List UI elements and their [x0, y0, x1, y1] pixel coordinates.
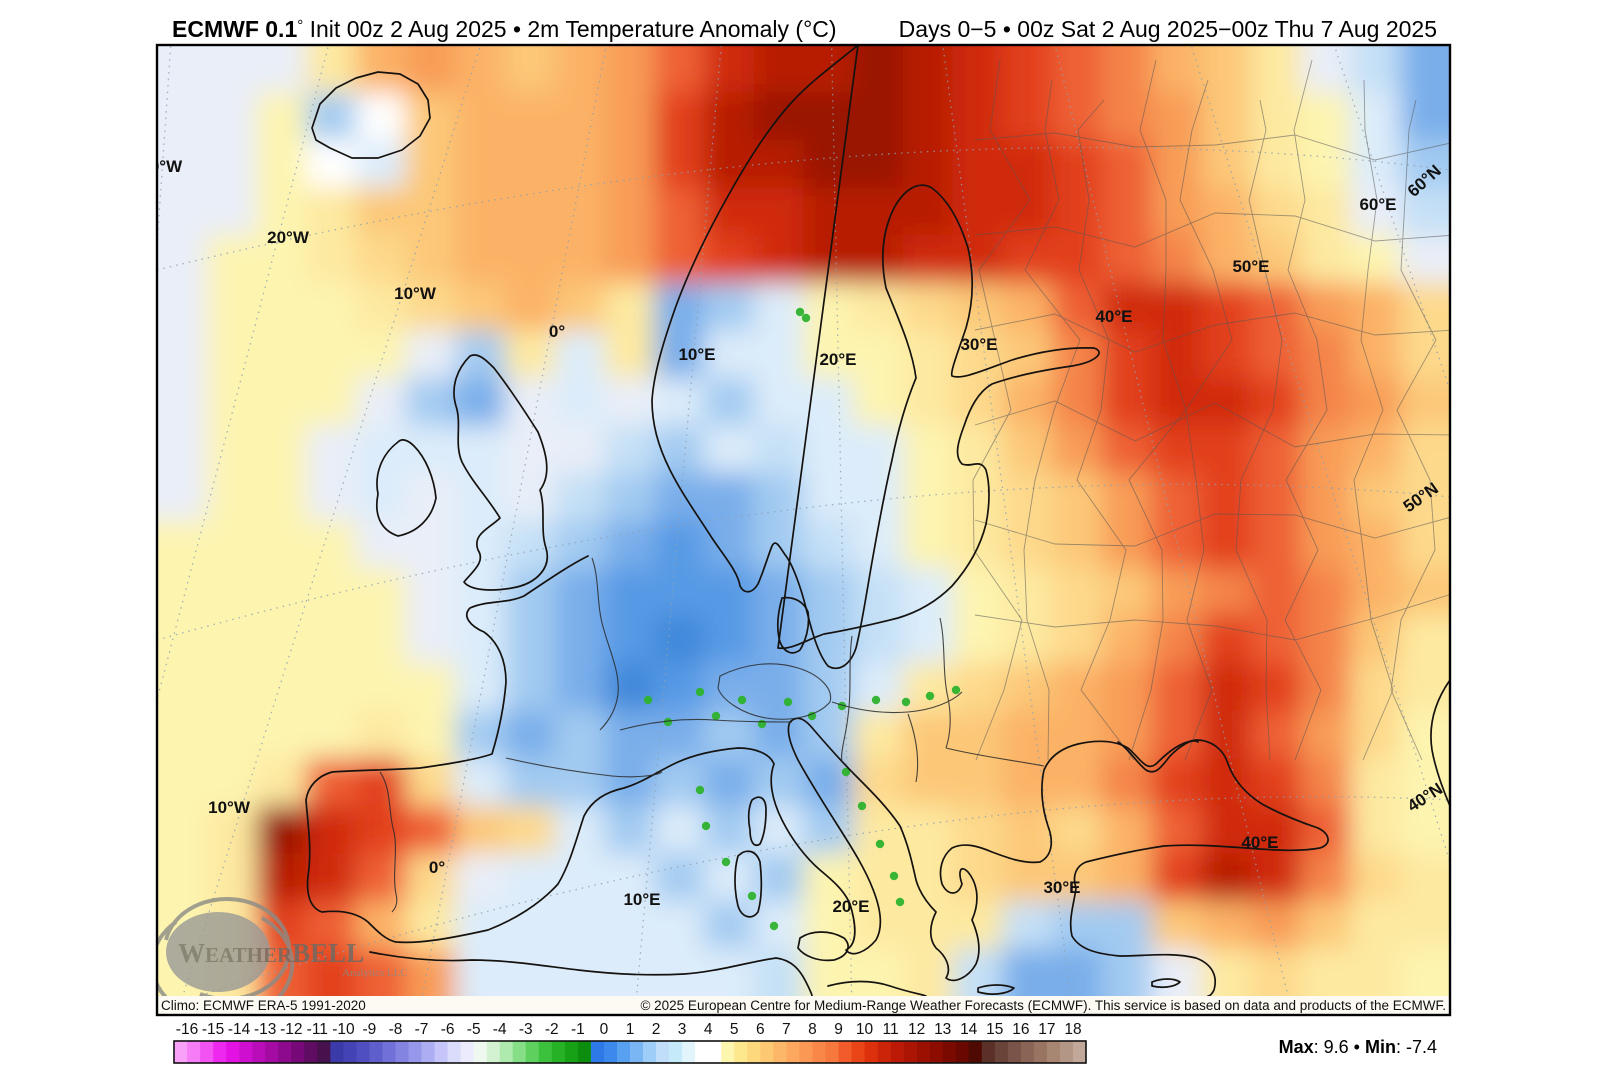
svg-text:18: 18	[1064, 1021, 1081, 1038]
svg-text:40°E: 40°E	[1095, 307, 1132, 326]
svg-text:10°W: 10°W	[394, 284, 437, 303]
svg-text:20°W: 20°W	[267, 228, 310, 247]
svg-text:30°E: 30°E	[960, 335, 997, 354]
svg-text:30°E: 30°E	[1043, 878, 1080, 897]
svg-text:Analytics LLC: Analytics LLC	[342, 967, 408, 979]
svg-text:© 2025 European Centre for Med: © 2025 European Centre for Medium-Range …	[640, 998, 1446, 1013]
svg-text:-2: -2	[545, 1021, 559, 1038]
svg-text:50°E: 50°E	[1232, 257, 1269, 276]
svg-text:-7: -7	[415, 1021, 429, 1038]
svg-text:Climo: ECMWF ERA-5 1991-2020: Climo: ECMWF ERA-5 1991-2020	[161, 998, 366, 1013]
svg-text:ECMWF 0.1° Init 00z 2 Aug 2025: ECMWF 0.1° Init 00z 2 Aug 2025 • 2m Temp…	[172, 16, 837, 42]
svg-text:10°E: 10°E	[678, 345, 715, 364]
svg-text:9: 9	[834, 1021, 843, 1038]
svg-text:10°W: 10°W	[208, 798, 251, 817]
svg-text:0°W: 0°W	[150, 157, 183, 176]
svg-text:10°E: 10°E	[623, 890, 660, 909]
svg-text:8: 8	[808, 1021, 817, 1038]
svg-text:15: 15	[986, 1021, 1003, 1038]
svg-text:20°E: 20°E	[832, 897, 869, 916]
svg-text:4: 4	[704, 1021, 713, 1038]
svg-text:13: 13	[934, 1021, 951, 1038]
svg-text:-14: -14	[228, 1021, 251, 1038]
svg-text:-1: -1	[571, 1021, 585, 1038]
svg-text:Days 0−5 • 00z Sat 2 Aug 2025−: Days 0−5 • 00z Sat 2 Aug 2025−00z Thu 7 …	[899, 16, 1437, 42]
svg-text:-12: -12	[280, 1021, 302, 1038]
svg-text:0: 0	[600, 1021, 609, 1038]
svg-text:40°E: 40°E	[1241, 833, 1278, 852]
svg-text:5: 5	[730, 1021, 739, 1038]
svg-text:-10: -10	[332, 1021, 355, 1038]
svg-text:-8: -8	[389, 1021, 403, 1038]
svg-text:-15: -15	[202, 1021, 224, 1038]
svg-text:-13: -13	[254, 1021, 276, 1038]
svg-text:20°E: 20°E	[819, 350, 856, 369]
svg-text:60°E: 60°E	[1359, 195, 1396, 214]
svg-text:-16: -16	[176, 1021, 198, 1038]
svg-text:WEATHERBELL: WEATHERBELL	[178, 938, 364, 968]
svg-text:-6: -6	[441, 1021, 455, 1038]
svg-text:0°: 0°	[549, 322, 565, 341]
svg-text:-9: -9	[363, 1021, 377, 1038]
svg-text:-5: -5	[467, 1021, 481, 1038]
svg-text:7: 7	[782, 1021, 791, 1038]
svg-text:-3: -3	[519, 1021, 533, 1038]
svg-text:6: 6	[756, 1021, 765, 1038]
svg-text:3: 3	[678, 1021, 687, 1038]
svg-text:0°: 0°	[429, 858, 445, 877]
svg-text:10: 10	[856, 1021, 874, 1038]
svg-text:1: 1	[626, 1021, 635, 1038]
svg-text:Max: 9.6 • Min: -7.4: Max: 9.6 • Min: -7.4	[1279, 1037, 1437, 1057]
svg-text:16: 16	[1012, 1021, 1029, 1038]
svg-text:11: 11	[883, 1021, 899, 1038]
svg-text:17: 17	[1038, 1021, 1055, 1038]
svg-text:2: 2	[652, 1021, 661, 1038]
svg-text:12: 12	[908, 1021, 925, 1038]
svg-text:-4: -4	[493, 1021, 507, 1038]
svg-text:-11: -11	[307, 1021, 328, 1038]
svg-text:14: 14	[960, 1021, 978, 1038]
